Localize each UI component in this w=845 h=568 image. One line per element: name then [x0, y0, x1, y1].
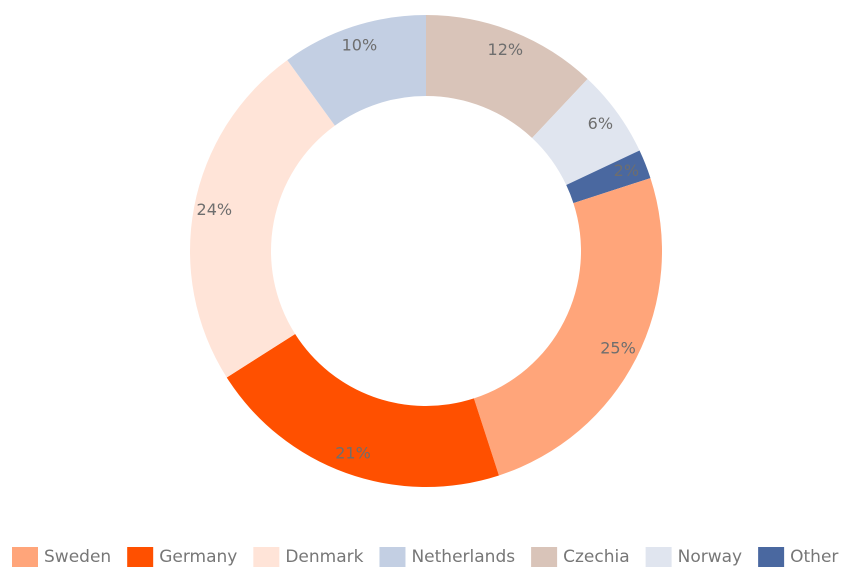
slice [426, 15, 588, 139]
data-label: 2% [614, 161, 639, 180]
slice [532, 78, 640, 186]
slice [226, 334, 499, 487]
data-label: 12% [488, 40, 524, 59]
slice [190, 60, 335, 378]
legend-label: Denmark [285, 547, 363, 567]
legend-swatch [758, 547, 785, 567]
legend-swatch [645, 547, 672, 567]
data-label: 25% [600, 338, 636, 357]
legend-label: Netherlands [411, 547, 515, 567]
legend-label: Czechia [563, 547, 630, 567]
legend-label: Sweden [44, 547, 111, 567]
data-label: 6% [588, 114, 613, 133]
legend-swatch [379, 547, 406, 567]
slice [473, 178, 662, 476]
data-label: 21% [335, 443, 371, 462]
slice [287, 15, 426, 126]
legend: Sweden Germany Denmark Netherlands Czechia No… [12, 547, 838, 567]
legend-label: Other [790, 547, 838, 567]
data-label: 24% [197, 200, 233, 219]
data-label: 10% [342, 36, 378, 55]
legend-label: Norway [678, 547, 743, 567]
legend-swatch [12, 547, 38, 567]
legend-swatch [127, 547, 154, 567]
legend-swatch [253, 547, 280, 567]
legend-label: Germany [159, 547, 237, 567]
slice [566, 150, 651, 204]
legend-swatch [531, 547, 558, 567]
